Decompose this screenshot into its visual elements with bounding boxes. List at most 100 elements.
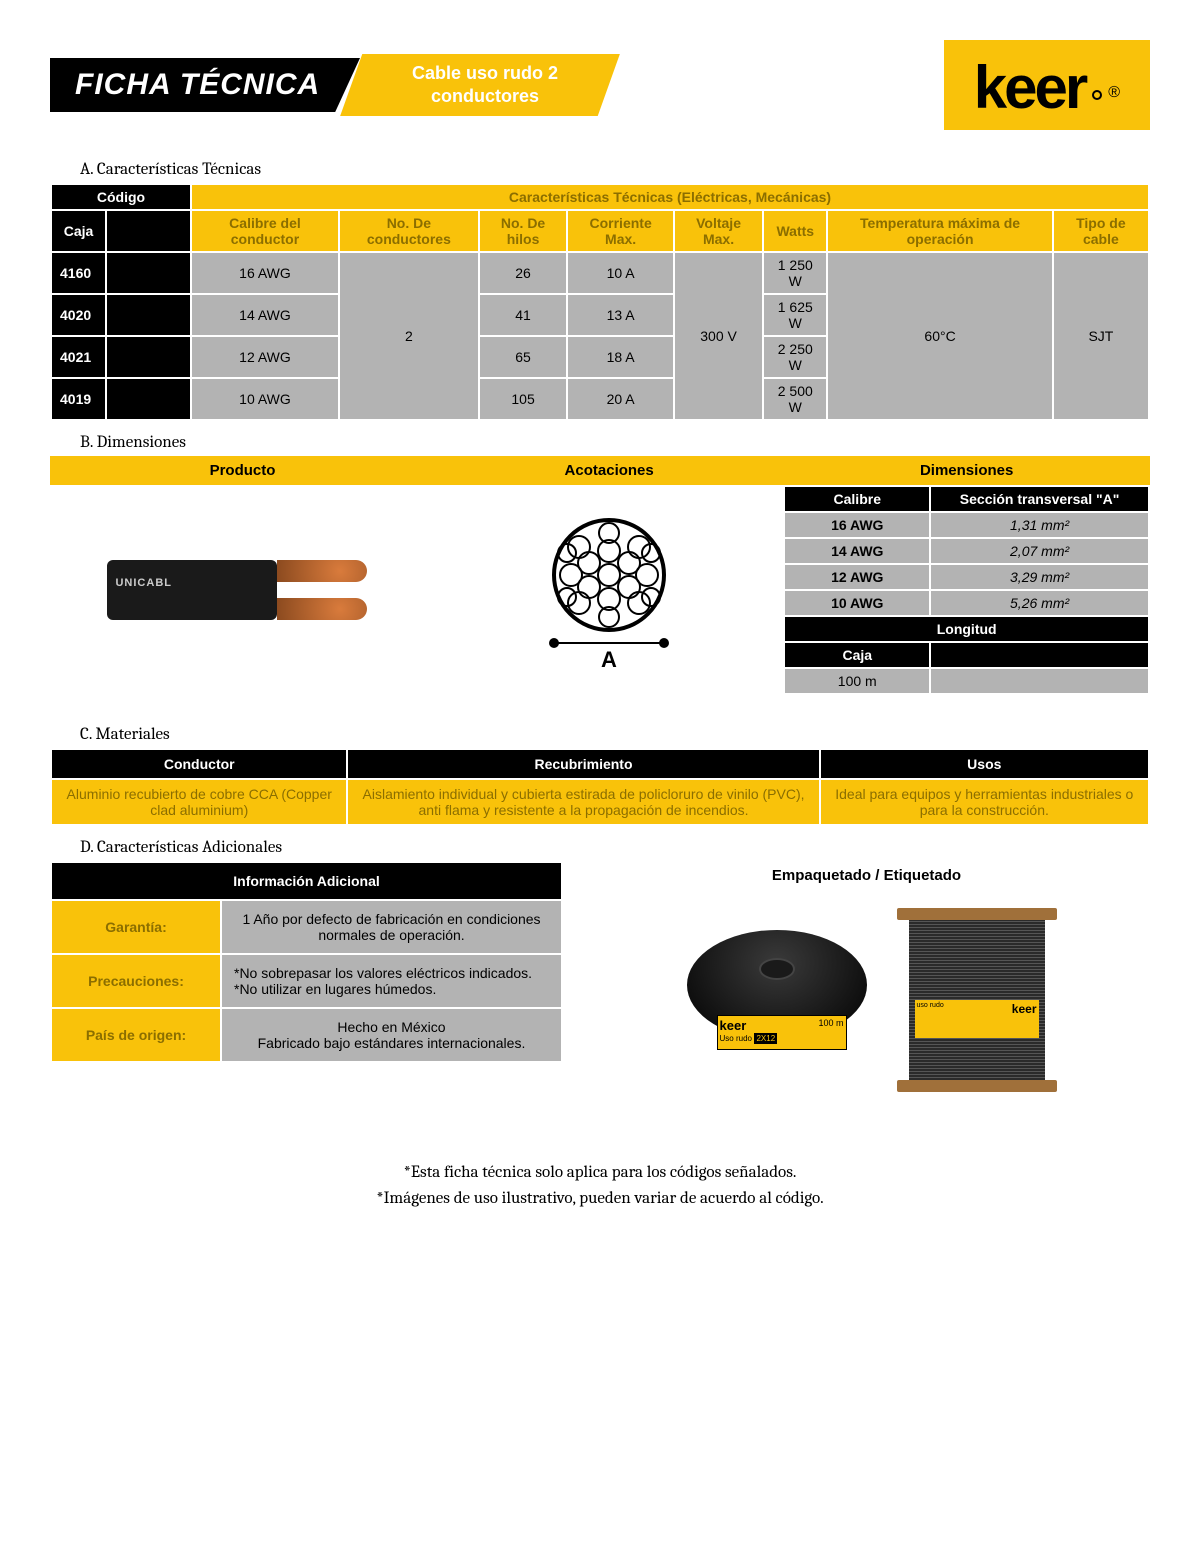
- logo-text: keer: [974, 58, 1085, 118]
- cell-calibre: 12 AWG: [191, 336, 339, 378]
- precauciones-value: *No sobrepasar los valores eléctricos in…: [221, 954, 562, 1008]
- cable-product-icon: UNICABL: [107, 525, 377, 655]
- cell-blank: [106, 378, 191, 420]
- cable-brand-text: UNICABL: [115, 577, 172, 589]
- table-row: 14 AWG2,07 mm²: [784, 538, 1149, 564]
- cell-calibre: 10 AWG: [191, 378, 339, 420]
- cell-sec: 5,26 mm²: [930, 590, 1149, 616]
- additional-table: Información Adicional Garantía: 1 Año po…: [50, 861, 563, 1063]
- cell-tipo: SJT: [1053, 252, 1149, 420]
- cell-blank: [106, 294, 191, 336]
- table-row: 12 AWG3,29 mm²: [784, 564, 1149, 590]
- col-tipo: Tipo de cable: [1053, 210, 1149, 252]
- recubrimiento-header: Recubrimiento: [347, 749, 819, 779]
- cell-length-blank: [930, 668, 1149, 694]
- cell-hilos: 105: [479, 378, 568, 420]
- doc-subtitle: Cable uso rudo 2 conductores: [340, 54, 620, 117]
- section-a-heading: A. Características Técnicas: [80, 160, 1150, 179]
- cell-sec: 2,07 mm²: [930, 538, 1149, 564]
- cell-calibre: 14 AWG: [191, 294, 339, 336]
- spool-brand: keer: [1012, 1002, 1037, 1036]
- diagram-cell: A: [435, 485, 783, 695]
- cell-corriente: 18 A: [567, 336, 674, 378]
- footer-notes: *Esta ficha técnica solo aplica para los…: [50, 1160, 1150, 1211]
- pais-1: Hecho en México: [337, 1019, 445, 1035]
- cell-caja: 4160: [51, 252, 106, 294]
- col-temp: Temperatura máxima de operación: [827, 210, 1052, 252]
- cell-blank: [106, 336, 191, 378]
- cross-section-icon: A: [519, 505, 699, 675]
- cell-temp: 60°C: [827, 252, 1052, 420]
- cell-voltaje: 300 V: [674, 252, 763, 420]
- calibre-header: Calibre: [784, 486, 930, 512]
- logo-dot-icon: [1092, 90, 1102, 100]
- caja-blank: [930, 642, 1149, 668]
- cell-corriente: 20 A: [567, 378, 674, 420]
- doc-title: FICHA TÉCNICA: [50, 58, 360, 112]
- acotaciones-header: Acotaciones: [435, 456, 783, 485]
- packaging-block: Empaquetado / Etiquetado keer 100 m Uso …: [583, 861, 1150, 1110]
- table-row: 16 AWG1,31 mm²: [784, 512, 1149, 538]
- pais-label: País de origen:: [51, 1008, 221, 1062]
- subtitle-line2: conductores: [431, 86, 539, 106]
- conductor-value: Aluminio recubierto de cobre CCA (Copper…: [51, 779, 347, 825]
- cell-numcond: 2: [339, 252, 479, 420]
- svg-text:A: A: [601, 647, 617, 672]
- packaging-header: Empaquetado / Etiquetado: [583, 861, 1150, 890]
- table-row: 4160 16 AWG 2 26 10 A 300 V 1 250 W 60°C…: [51, 252, 1149, 294]
- usos-header: Usos: [820, 749, 1149, 779]
- cell-watts: 2 250 W: [763, 336, 827, 378]
- col-voltaje: Voltaje Max.: [674, 210, 763, 252]
- logo-registered: ®: [1108, 84, 1120, 102]
- col-hilos: No. De hilos: [479, 210, 568, 252]
- table-row: 10 AWG5,26 mm²: [784, 590, 1149, 616]
- producto-header: Producto: [50, 456, 435, 485]
- caja-header-blank: [106, 210, 191, 252]
- garantia-value: 1 Año por defecto de fabricación en cond…: [221, 900, 562, 954]
- cell-cal: 16 AWG: [784, 512, 930, 538]
- garantia-label: Garantía:: [51, 900, 221, 954]
- dimensions-table-cell: CalibreSección transversal "A" 16 AWG1,3…: [783, 485, 1150, 695]
- caja-header: Caja: [51, 210, 106, 252]
- coil-code: 2X12: [754, 1033, 777, 1044]
- dimensions-table: CalibreSección transversal "A" 16 AWG1,3…: [783, 485, 1150, 695]
- col-watts: Watts: [763, 210, 827, 252]
- cell-sec: 3,29 mm²: [930, 564, 1149, 590]
- pais-value: Hecho en México Fabricado bajo estándare…: [221, 1008, 562, 1062]
- cell-cal: 14 AWG: [784, 538, 930, 564]
- footer-line2: *Imágenes de uso ilustrativo, pueden var…: [50, 1186, 1150, 1212]
- materials-table: Conductor Recubrimiento Usos Aluminio re…: [50, 748, 1150, 826]
- cell-caja: 4019: [51, 378, 106, 420]
- header: FICHA TÉCNICA Cable uso rudo 2 conductor…: [50, 40, 1150, 130]
- precauciones-label: Precauciones:: [51, 954, 221, 1008]
- cell-corriente: 13 A: [567, 294, 674, 336]
- packaging-images: keer 100 m Uso rudo 2X12 uso rudo keer: [583, 890, 1150, 1110]
- additional-grid: Información Adicional Garantía: 1 Año po…: [50, 861, 1150, 1110]
- section-c-heading: C. Materiales: [80, 725, 1150, 744]
- spool-tag: uso rudo: [917, 1002, 944, 1036]
- usos-value: Ideal para equipos y herramientas indust…: [820, 779, 1149, 825]
- cell-watts: 1 625 W: [763, 294, 827, 336]
- brand-logo: keer ®: [944, 40, 1150, 130]
- info-header: Información Adicional: [51, 862, 562, 900]
- conductor-header: Conductor: [51, 749, 347, 779]
- coil-length: 100 m: [818, 1018, 843, 1028]
- cell-sec: 1,31 mm²: [930, 512, 1149, 538]
- section-d-heading: D. Características Adicionales: [80, 838, 1150, 857]
- dimensiones-header: Dimensiones: [783, 456, 1150, 485]
- col-corriente: Corriente Max.: [567, 210, 674, 252]
- precaucion-2: *No utilizar en lugares húmedos.: [234, 981, 436, 997]
- product-image-cell: UNICABL: [50, 485, 435, 695]
- codigo-header: Código: [51, 184, 191, 210]
- cell-calibre: 16 AWG: [191, 252, 339, 294]
- cell-corriente: 10 A: [567, 252, 674, 294]
- col-numcond: No. De conductores: [339, 210, 479, 252]
- caja-header: Caja: [784, 642, 930, 668]
- section-b-heading: B. Dimensiones: [80, 433, 1150, 452]
- coil-uso: Uso rudo: [720, 1034, 752, 1043]
- cell-blank: [106, 252, 191, 294]
- additional-info-block: Información Adicional Garantía: 1 Año po…: [50, 861, 563, 1110]
- dimensions-grid: Producto Acotaciones Dimensiones UNICABL: [50, 456, 1150, 695]
- cell-hilos: 41: [479, 294, 568, 336]
- cell-length: 100 m: [784, 668, 930, 694]
